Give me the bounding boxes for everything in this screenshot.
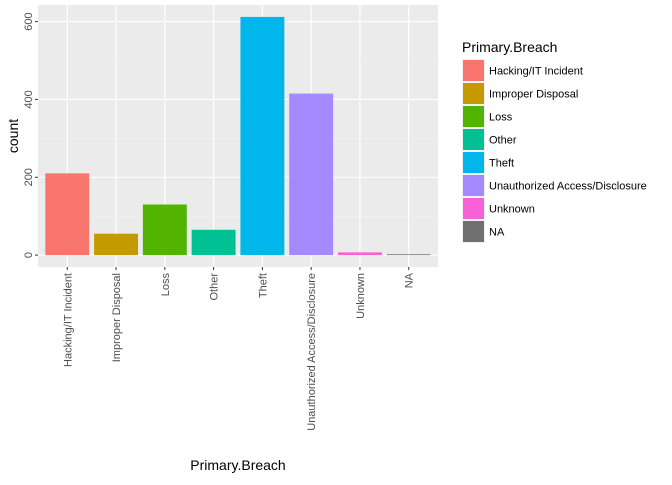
legend: Primary.Breach Hacking/IT Incident Improp… [462, 39, 647, 243]
legend-swatch [463, 83, 484, 104]
x-axis-title: Primary.Breach [190, 457, 285, 473]
bar-3 [191, 229, 236, 256]
bar-5 [289, 93, 334, 256]
legend-swatch [463, 221, 484, 242]
bars [45, 16, 431, 256]
legend-swatch [463, 175, 484, 196]
x-tick-label: Theft [257, 273, 269, 298]
legend-swatch [463, 60, 484, 81]
x-tick-label: Other [209, 273, 221, 301]
x-tick-label: Improper Disposal [111, 273, 123, 362]
y-axis-ticks: 0 200 400 600 [23, 12, 38, 258]
y-tick-label: 200 [23, 168, 35, 186]
legend-label: Loss [489, 112, 513, 124]
y-tick-label: 0 [23, 252, 35, 258]
bar-7 [386, 254, 431, 256]
x-tick-label: NA [404, 272, 416, 288]
legend-label: Improper Disposal [489, 89, 578, 101]
legend-swatch [463, 129, 484, 150]
legend-label: Other [489, 135, 517, 147]
legend-label: Unauthorized Access/Disclosure [489, 181, 647, 193]
x-axis-ticks: Hacking/IT Incident Improper Disposal Loss… [62, 267, 416, 431]
legend-swatch [463, 106, 484, 127]
legend-label: Theft [489, 158, 514, 170]
legend-swatch [463, 152, 484, 173]
x-tick-label: Loss [160, 273, 172, 297]
legend-label: Hacking/IT Incident [489, 66, 583, 78]
x-tick-label: Hacking/IT Incident [62, 273, 74, 367]
y-axis-title: count [5, 119, 21, 153]
bar-2 [142, 204, 187, 256]
legend-swatch [463, 198, 484, 219]
bar-1 [94, 233, 138, 256]
x-tick-label: Unknown [355, 273, 367, 319]
legend-title: Primary.Breach [462, 39, 557, 55]
legend-label: NA [489, 227, 505, 239]
legend-items: Hacking/IT Incident Improper Disposal Loss… [462, 59, 647, 243]
bar-4 [240, 16, 285, 256]
legend-label: Unknown [489, 204, 535, 216]
y-tick-label: 400 [23, 90, 35, 108]
y-tick-label: 600 [23, 12, 35, 30]
x-tick-label: Unauthorized Access/Disclosure [306, 273, 318, 431]
bar-0 [45, 173, 90, 256]
bar-6 [338, 252, 382, 256]
panel-background [38, 5, 438, 267]
